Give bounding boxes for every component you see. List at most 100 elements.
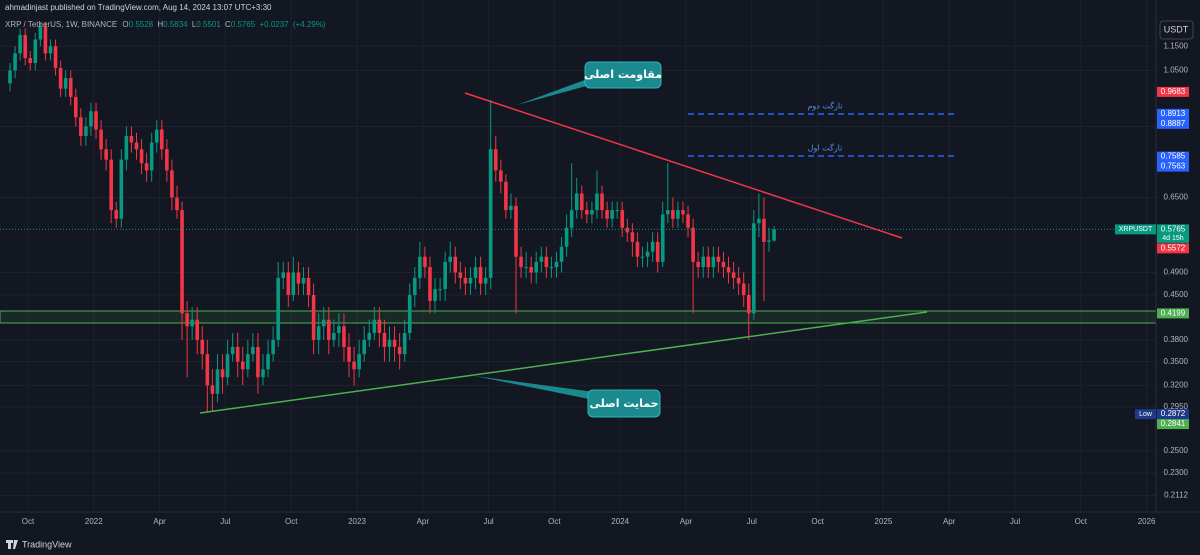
candle-body (240, 361, 245, 370)
y-tick-label: 0.2950 (1164, 402, 1189, 411)
candle-body (696, 261, 700, 268)
price-badge (1157, 118, 1189, 129)
candle-body (721, 261, 726, 268)
y-tick-label: 0.2112 (1164, 491, 1188, 500)
candle-body (195, 319, 200, 340)
price-badge (1157, 108, 1189, 119)
candle-body (671, 210, 675, 219)
candle-body (483, 277, 488, 284)
price-badge (1157, 409, 1189, 420)
candle-body (185, 313, 189, 327)
price-badge-label: 0.2841 (1161, 419, 1186, 428)
candle-body (392, 339, 397, 347)
candle-body (220, 369, 225, 378)
legend-key: C (225, 20, 231, 29)
currency-label[interactable]: USDT (1164, 24, 1189, 34)
candle-body (114, 210, 119, 219)
candle-body (33, 39, 38, 63)
candle-body (170, 170, 174, 198)
candle-body (124, 135, 129, 160)
candle-body (225, 354, 230, 378)
candle-body (332, 332, 336, 340)
candle-body (554, 261, 559, 268)
x-tick-label: Oct (1075, 517, 1088, 526)
x-tick-label: 2025 (875, 517, 893, 526)
candle-body (493, 149, 498, 171)
candle-body (529, 267, 533, 273)
candle-body (94, 111, 98, 130)
candle-body (524, 267, 528, 269)
candle-body (549, 267, 554, 269)
candle-body (736, 277, 741, 284)
price-badge-label: 0.9683 (1161, 87, 1186, 96)
candle-body (590, 210, 594, 215)
candle-body (53, 46, 58, 68)
candle-body (119, 159, 124, 219)
x-axis: Oct 2022 Apr Jul Oct 2023 Apr Jul Oct 2024 Apr Jul O… (22, 517, 1156, 526)
candle-body (230, 346, 235, 355)
candle-body (180, 210, 184, 314)
x-tick-label: Oct (811, 517, 824, 526)
candle-body (276, 277, 280, 340)
candle-body (741, 283, 746, 296)
legend-value: 0.5528 (129, 20, 154, 29)
candle-body (731, 272, 736, 278)
candle-body (716, 256, 721, 262)
candle-body (104, 149, 108, 160)
candle-body (134, 142, 139, 150)
candle-body (48, 46, 53, 54)
candle-body (610, 210, 614, 219)
candle-body (311, 295, 316, 340)
candle-body (99, 129, 103, 150)
support-zone (0, 310, 1157, 324)
candle-body (544, 256, 549, 268)
candle-body (215, 369, 220, 394)
candle-body (382, 332, 387, 347)
price-badge-label: 0.5572 (1161, 243, 1186, 252)
candle-body (463, 277, 468, 284)
price-badge-tag-label: XRPUSDT (1119, 226, 1153, 233)
callout-pointer (517, 78, 590, 105)
resistance-line (464, 92, 903, 239)
candle-body (473, 267, 478, 278)
candle-body (387, 339, 392, 347)
legend: XRP / TetherUS, 1W, BINANCE O0.5528 H0.5… (5, 20, 326, 29)
candle-body (519, 256, 523, 268)
candle-body (499, 170, 503, 182)
x-tick-label: Jul (220, 517, 230, 526)
candle-body (706, 256, 711, 268)
legend-change: +0.0237 (259, 20, 289, 29)
x-tick-label: Apr (680, 517, 693, 526)
candle-body (210, 385, 215, 394)
legend-change-pct: (+4.29%) (293, 20, 326, 29)
candle-body (585, 210, 589, 215)
countdown-label: 4d 15h (1162, 235, 1184, 242)
x-tick-label: 2024 (611, 517, 629, 526)
candle-body (666, 210, 670, 215)
x-tick-label: Jul (483, 517, 493, 526)
candle-body (79, 117, 83, 136)
candle-body (443, 261, 447, 290)
support-line (199, 311, 928, 414)
y-tick-label: 0.4500 (1164, 290, 1189, 299)
candle-body (251, 346, 255, 355)
x-tick-label: Jul (1010, 517, 1020, 526)
candle-body (342, 326, 346, 347)
candle-body (605, 210, 609, 219)
price-badge-label: 0.7563 (1161, 162, 1186, 171)
candle-body (266, 354, 270, 370)
candle-body (635, 241, 640, 257)
legend-value: 0.5765 (231, 20, 256, 29)
candle-body (246, 354, 250, 370)
candle-body (291, 272, 296, 296)
legend-key: L (192, 20, 197, 29)
currency-button[interactable] (1159, 20, 1194, 40)
candle-body (458, 272, 463, 278)
candle-body (660, 214, 665, 262)
legend-value: 0.5501 (196, 20, 221, 29)
candle-body (68, 78, 73, 97)
footer (0, 535, 1200, 555)
candle-body (407, 295, 412, 333)
